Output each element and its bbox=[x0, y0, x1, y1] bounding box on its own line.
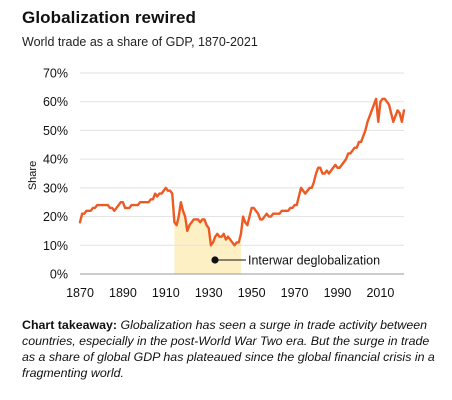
y-tick-label: 0% bbox=[50, 268, 68, 282]
x-tick-label: 1950 bbox=[238, 286, 266, 300]
x-tick-label: 2010 bbox=[366, 286, 394, 300]
y-tick-label: 50% bbox=[43, 124, 68, 138]
y-tick-label: 20% bbox=[43, 210, 68, 224]
x-tick-label: 1910 bbox=[152, 286, 180, 300]
takeaway-lead: Chart takeaway: bbox=[22, 318, 118, 332]
x-tick-label: 1870 bbox=[66, 286, 94, 300]
chart-title: Globalization rewired bbox=[22, 8, 197, 27]
y-tick-label: 40% bbox=[43, 153, 68, 167]
y-tick-label: 60% bbox=[43, 95, 68, 109]
x-tick-label: 1970 bbox=[281, 286, 309, 300]
x-tick-label: 1930 bbox=[195, 286, 223, 300]
series-line bbox=[78, 97, 406, 247]
chart-subtitle: World trade as a share of GDP, 1870-2021 bbox=[22, 35, 258, 49]
y-tick-label: 30% bbox=[43, 181, 68, 195]
x-tick-label: 1990 bbox=[324, 286, 352, 300]
interwar-shade bbox=[174, 202, 241, 274]
y-axis-label: Share bbox=[27, 161, 39, 190]
chart-takeaway: Chart takeaway: Globalization has seen a… bbox=[22, 317, 442, 381]
annotation-label: Interwar deglobalization bbox=[248, 254, 380, 268]
y-tick-label: 10% bbox=[43, 239, 68, 253]
takeaway-body: Globalization has seen a surge in trade … bbox=[22, 318, 435, 380]
x-tick-label: 1890 bbox=[109, 286, 137, 300]
line-chart: 0% 10% 20% 30% 40% 50% 60% 70% 1870 1890 1910 1930 1… bbox=[27, 67, 406, 300]
y-tick-label: 70% bbox=[43, 67, 68, 81]
